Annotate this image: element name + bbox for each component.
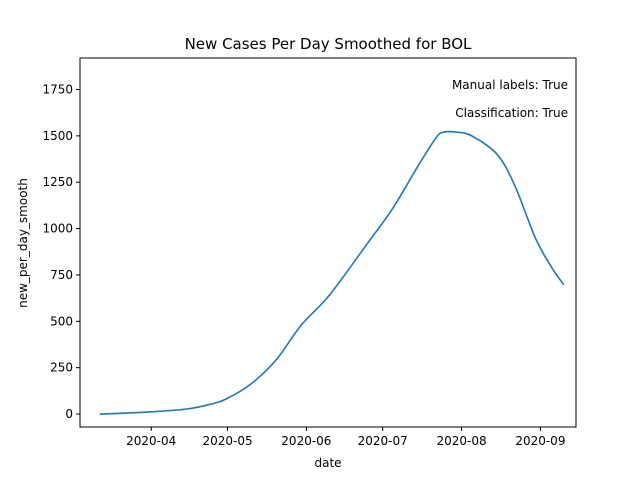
y-tick-label: 1750 xyxy=(42,83,73,97)
x-tick-label: 2020-07 xyxy=(358,434,408,448)
annotation-classification: Classification: True xyxy=(455,106,568,120)
plot-area xyxy=(79,57,577,428)
y-tick-label: 500 xyxy=(50,314,73,328)
x-axis: 2020-04 2020-05 2020-06 2020-07 2020-08 2020-… xyxy=(126,427,565,448)
y-tick-label: 250 xyxy=(50,361,73,375)
y-tick-label: 1250 xyxy=(42,175,73,189)
x-tick-label: 2020-04 xyxy=(126,434,176,448)
y-axis: 0 250 500 750 1000 1250 1500 1750 xyxy=(42,83,80,421)
chart-title: New Cases Per Day Smoothed for BOL xyxy=(185,35,472,53)
x-tick-label: 2020-08 xyxy=(436,434,486,448)
x-axis-label: date xyxy=(314,456,341,470)
y-axis-label: new_per_day_smooth xyxy=(16,178,30,308)
series-layer xyxy=(99,130,565,415)
y-tick-label: 1000 xyxy=(42,222,73,236)
y-tick-label: 750 xyxy=(50,268,73,282)
annotation-manual-labels: Manual labels: True xyxy=(452,78,568,92)
y-tick-label: 1500 xyxy=(42,129,73,143)
y-tick-label: 0 xyxy=(65,407,73,421)
x-tick-label: 2020-06 xyxy=(281,434,331,448)
series-line xyxy=(99,130,565,415)
x-tick-label: 2020-05 xyxy=(202,434,252,448)
x-tick-label: 2020-09 xyxy=(515,434,565,448)
